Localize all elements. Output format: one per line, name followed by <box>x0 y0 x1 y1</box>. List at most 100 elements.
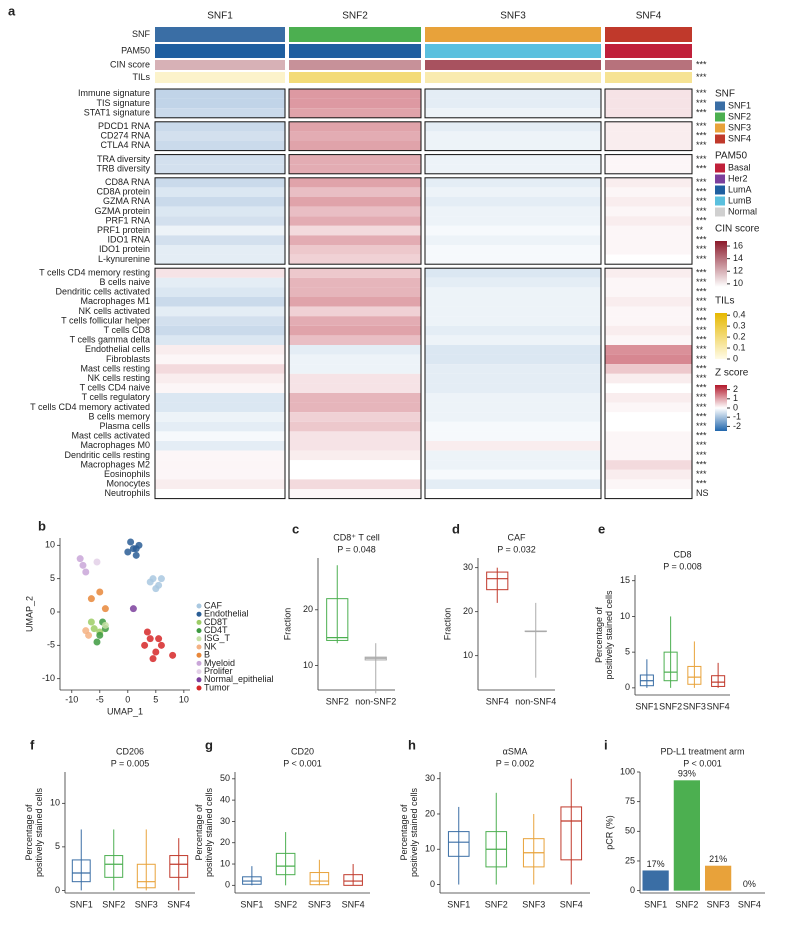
heatmap-cell <box>605 131 692 141</box>
p-value: P = 0.002 <box>496 758 535 768</box>
row-label: B cells memory <box>88 411 150 421</box>
value-label: 0% <box>743 879 756 889</box>
panel-label: b <box>38 518 46 533</box>
significance: *** <box>696 254 707 264</box>
heatmap-cell <box>425 469 601 480</box>
chart-title: PD-L1 treatment arm <box>660 746 744 756</box>
p-value: P = 0.005 <box>111 758 150 768</box>
y-tick-label: 0 <box>430 879 435 889</box>
box <box>447 831 470 857</box>
annotation-cell <box>155 72 285 83</box>
box <box>343 874 363 886</box>
x-tick-label: SNF2 <box>102 899 125 909</box>
p-value: P < 0.001 <box>283 758 322 768</box>
x-tick-label: SNF2 <box>675 899 698 909</box>
heatmap-cell <box>289 393 421 403</box>
heatmap-cell <box>605 235 692 245</box>
significance: *** <box>696 306 707 316</box>
point <box>101 605 109 613</box>
box <box>309 872 330 886</box>
x-tick-label: SNF1 <box>644 899 667 909</box>
heatmap-cell <box>155 206 285 217</box>
row-label: CD8A RNA <box>105 177 150 187</box>
x-tick-label: SNF2 <box>274 899 297 909</box>
group-outline <box>154 177 286 265</box>
heatmap-cell <box>289 245 421 255</box>
annotation-cell <box>289 60 421 70</box>
heatmap-cell <box>425 268 601 278</box>
heatmap-cell <box>605 268 692 278</box>
x-tick-label: 5 <box>153 694 158 704</box>
point <box>152 585 160 593</box>
column-header: SNF4 <box>636 11 662 22</box>
heatmap-cell <box>155 216 285 226</box>
heatmap-cell <box>425 335 601 345</box>
heatmap-cell <box>155 287 285 297</box>
heatmap-cell <box>605 316 692 326</box>
row-label: NK cells resting <box>87 373 150 383</box>
legend-marker <box>196 669 202 675</box>
box <box>169 855 189 878</box>
heatmap-cell <box>425 121 601 132</box>
column-header: SNF3 <box>500 11 526 22</box>
panel-label: d <box>452 521 460 536</box>
x-tick-label: -5 <box>96 694 104 704</box>
panel-label: h <box>408 737 416 752</box>
row-label: Mast cells resting <box>80 363 150 373</box>
row-label: Dendritic cells resting <box>64 450 150 460</box>
heatmap-cell <box>605 489 692 499</box>
heatmap-cell <box>425 479 601 489</box>
legend-label: ISG_T <box>204 633 231 643</box>
row-label: TIS signature <box>96 98 150 108</box>
row-label: T cells CD4 memory activated <box>30 402 150 412</box>
heatmap-cell <box>425 206 601 217</box>
heatmap-cell <box>425 98 601 109</box>
heatmap-cell <box>605 450 692 461</box>
heatmap-cell <box>425 177 601 188</box>
heatmap-cell <box>155 187 285 197</box>
heatmap-cell <box>289 460 421 470</box>
heatmap-cell <box>605 121 692 132</box>
heatmap-cell <box>605 431 692 441</box>
heatmap-cell <box>289 469 421 480</box>
legend-label: CD4T <box>204 625 228 635</box>
heatmap-cell <box>605 254 692 265</box>
heatmap-cell <box>605 373 692 384</box>
row-label: Macrophages M1 <box>80 296 150 306</box>
legend-marker <box>196 628 202 634</box>
heatmap-cell <box>155 235 285 245</box>
row-label: IDO1 protein <box>99 244 150 254</box>
legend-label: SNF1 <box>728 100 751 110</box>
box <box>486 571 509 591</box>
heatmap-cell <box>289 306 421 317</box>
row-label: IDO1 RNA <box>107 235 150 245</box>
significance: *** <box>696 235 707 245</box>
significance: *** <box>696 392 707 402</box>
heatmap-cell <box>155 441 285 451</box>
row-label: T cells gamma delta <box>70 335 150 345</box>
x-tick-label: SNF4 <box>342 899 365 909</box>
significance: *** <box>696 121 707 131</box>
annotation-cell <box>289 72 421 83</box>
significance: *** <box>696 411 707 421</box>
heatmap-cell <box>289 287 421 297</box>
y-tick-label: 0 <box>55 885 60 895</box>
value-label: 17% <box>647 859 665 869</box>
point <box>143 628 151 636</box>
y-tick-label: 20 <box>220 837 230 847</box>
legend-label: Tumor <box>204 682 230 692</box>
y-tick-label: 10 <box>303 660 313 670</box>
annotation-cell <box>425 44 601 58</box>
y-tick-label: 10 <box>425 844 435 854</box>
significance: *** <box>696 277 707 287</box>
heatmap-cell <box>605 206 692 217</box>
point <box>82 627 90 635</box>
legend-marker <box>196 652 202 658</box>
heatmap-cell <box>155 373 285 384</box>
legend-swatch <box>715 185 725 195</box>
heatmap-cell <box>289 297 421 307</box>
x-tick-label: SNF3 <box>308 899 331 909</box>
group-outline <box>288 154 422 175</box>
box <box>136 863 156 889</box>
heatmap-cell <box>155 121 285 132</box>
